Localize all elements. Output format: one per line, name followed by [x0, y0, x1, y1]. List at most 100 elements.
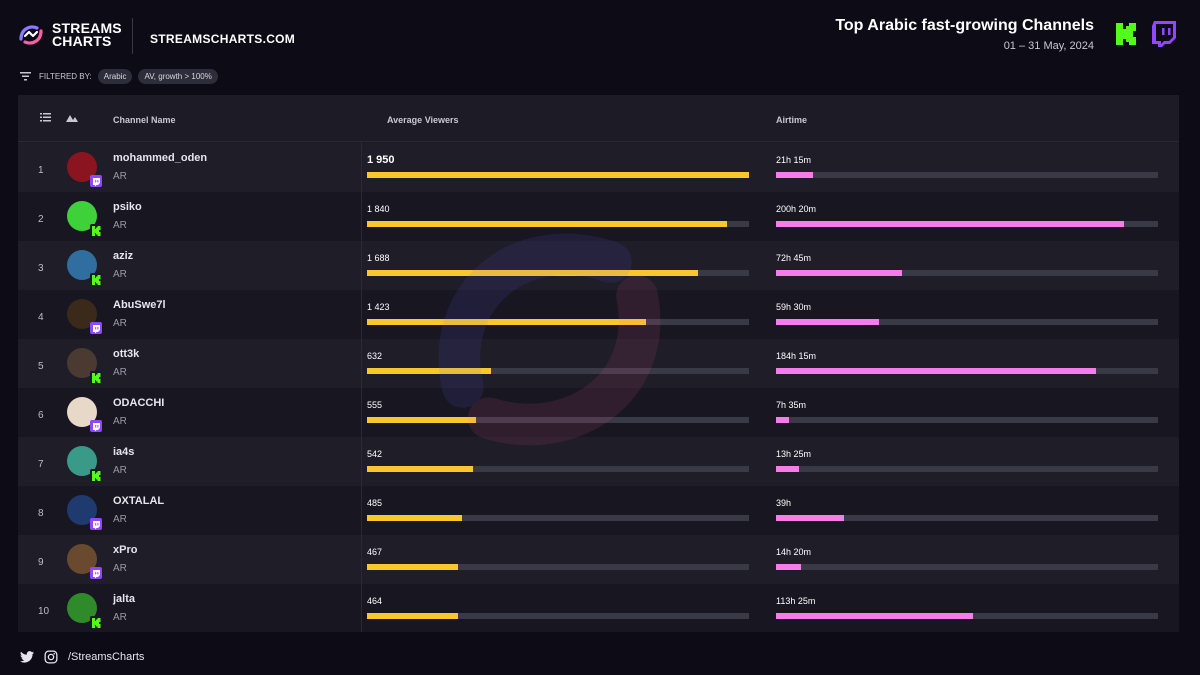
table-row[interactable]: 1 mohammed_oden AR 1 950 21h 15m: [18, 143, 1179, 192]
airtime-bar: [776, 172, 813, 178]
header: STREAMS CHARTS STREAMSCHARTS.COM Top Ara…: [0, 0, 1200, 95]
twitch-badge-icon: [90, 322, 102, 334]
table-row[interactable]: 6 ODACCHI AR 555 7h 35m: [18, 388, 1179, 437]
rank-number: 4: [38, 312, 44, 323]
streamscharts-logo[interactable]: STREAMS CHARTS: [18, 21, 122, 48]
airtime-value: 21h 15m: [776, 155, 812, 165]
column-average-viewers[interactable]: Average Viewers: [387, 115, 459, 125]
airtime-value: 7h 35m: [776, 400, 807, 410]
twitch-badge-icon: [90, 518, 102, 530]
twitch-badge-icon: [90, 420, 102, 432]
channel-language: AR: [113, 514, 127, 525]
social-handle[interactable]: /StreamsCharts: [68, 651, 145, 663]
average-viewers-bar-track: [367, 172, 749, 178]
airtime-bar-track: [776, 417, 1158, 423]
column-channel-name[interactable]: Channel Name: [113, 115, 176, 125]
average-viewers-bar: [367, 417, 476, 423]
airtime-value: 200h 20m: [776, 204, 817, 214]
channel-name[interactable]: AbuSwe7l: [113, 299, 166, 311]
channel-language: AR: [113, 416, 127, 427]
airtime-bar: [776, 221, 1124, 227]
table-row[interactable]: 3 aziz AR 1 688 72h 45m: [18, 241, 1179, 290]
table-row[interactable]: 4 AbuSwe7l AR 1 423 59h 30m: [18, 290, 1179, 339]
rank-number: 8: [38, 508, 44, 519]
filter-icon: [20, 72, 31, 81]
airtime-value: 59h 30m: [776, 302, 812, 312]
table-row[interactable]: 8 OXTALAL AR 485 39h: [18, 486, 1179, 535]
airtime-value: 13h 25m: [776, 449, 812, 459]
title-block: Top Arabic fast-growing Channels 01 – 31…: [835, 17, 1094, 52]
rank-number: 9: [38, 557, 44, 568]
table-row[interactable]: 2 psiko AR 1 840 200h 20m: [18, 192, 1179, 241]
average-viewers-bar-track: [367, 319, 749, 325]
airtime-bar: [776, 417, 790, 423]
channel-name[interactable]: mohammed_oden: [113, 152, 208, 164]
average-viewers-value: 464: [367, 596, 383, 606]
channel-name[interactable]: psiko: [113, 201, 142, 213]
kick-badge-icon: [90, 469, 102, 481]
average-viewers-bar-track: [367, 515, 749, 521]
site-url[interactable]: STREAMSCHARTS.COM: [150, 32, 296, 46]
rank-number: 7: [38, 459, 44, 470]
airtime-value: 14h 20m: [776, 547, 812, 557]
airtime-bar-track: [776, 319, 1158, 325]
airtime-bar: [776, 368, 1096, 374]
channel-name[interactable]: ott3k: [113, 348, 140, 360]
column-airtime[interactable]: Airtime: [776, 115, 808, 125]
average-viewers-bar: [367, 270, 698, 276]
airtime-bar: [776, 270, 903, 276]
average-viewers-bar: [367, 613, 458, 619]
column-divider: [361, 142, 362, 632]
rank-number: 6: [38, 410, 44, 421]
channel-language: AR: [113, 563, 127, 574]
average-viewers-bar-track: [367, 613, 749, 619]
rank-list-icon[interactable]: [40, 113, 51, 122]
kick-badge-icon: [90, 371, 102, 383]
airtime-bar-track: [776, 221, 1158, 227]
average-viewers-value: 1 840: [367, 204, 390, 214]
airtime-value: 39h: [776, 498, 792, 508]
instagram-icon[interactable]: [44, 650, 58, 664]
rank-number: 2: [38, 214, 44, 225]
average-viewers-value: 555: [367, 400, 383, 410]
average-viewers-bar: [367, 368, 491, 374]
table-row[interactable]: 10 jalta AR 464 113h 25m: [18, 584, 1179, 632]
channel-name[interactable]: ia4s: [113, 446, 135, 458]
channel-language: AR: [113, 171, 127, 182]
channel-name[interactable]: OXTALAL: [113, 495, 165, 507]
airtime-bar: [776, 564, 801, 570]
channel-name[interactable]: jalta: [113, 593, 136, 605]
twitch-badge-icon: [90, 175, 102, 187]
channel-language: AR: [113, 612, 127, 623]
average-viewers-bar: [367, 515, 462, 521]
channel-name[interactable]: ODACCHI: [113, 397, 165, 409]
table-row[interactable]: 5 ott3k AR 632 184h 15m: [18, 339, 1179, 388]
twitch-badge-icon: [90, 567, 102, 579]
kick-badge-icon: [90, 616, 102, 628]
airtime-value: 72h 45m: [776, 253, 812, 263]
kick-logo-icon: [1116, 23, 1136, 45]
airtime-value: 184h 15m: [776, 351, 817, 361]
channel-language: AR: [113, 220, 127, 231]
average-viewers-bar: [367, 319, 646, 325]
twitch-logo-icon: [1152, 21, 1176, 47]
airtime-bar-track: [776, 466, 1158, 472]
table-row[interactable]: 7 ia4s AR 542 13h 25m: [18, 437, 1179, 486]
table-row[interactable]: 9 xPro AR 467 14h 20m: [18, 535, 1179, 584]
twitter-icon[interactable]: [20, 651, 34, 663]
rank-number: 3: [38, 263, 44, 274]
filter-chip-growth[interactable]: AV, growth > 100%: [138, 69, 218, 84]
airtime-bar: [776, 515, 844, 521]
average-viewers-value: 1 950: [367, 154, 395, 166]
kick-badge-icon: [90, 224, 102, 236]
platform-sort-icon[interactable]: [66, 113, 78, 122]
average-viewers-bar-track: [367, 564, 749, 570]
average-viewers-bar: [367, 564, 459, 570]
airtime-bar-track: [776, 564, 1158, 570]
average-viewers-bar-track: [367, 417, 749, 423]
channel-language: AR: [113, 367, 127, 378]
channel-language: AR: [113, 318, 127, 329]
filter-chip-language[interactable]: Arabic: [97, 69, 133, 84]
channel-name[interactable]: xPro: [113, 544, 138, 556]
channel-name[interactable]: aziz: [113, 250, 134, 262]
